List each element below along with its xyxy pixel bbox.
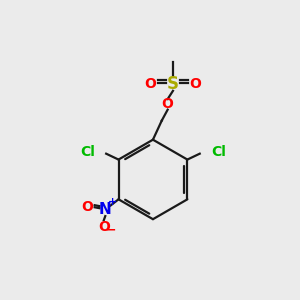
Text: O: O xyxy=(98,220,110,234)
Text: O: O xyxy=(162,98,174,111)
Text: S: S xyxy=(167,75,179,93)
Text: Cl: Cl xyxy=(80,145,95,159)
Text: Cl: Cl xyxy=(211,145,226,159)
Text: +: + xyxy=(108,197,117,207)
Text: O: O xyxy=(190,77,202,91)
Text: O: O xyxy=(81,200,93,214)
Text: −: − xyxy=(106,224,116,237)
Text: O: O xyxy=(144,77,156,91)
Text: N: N xyxy=(99,202,112,217)
